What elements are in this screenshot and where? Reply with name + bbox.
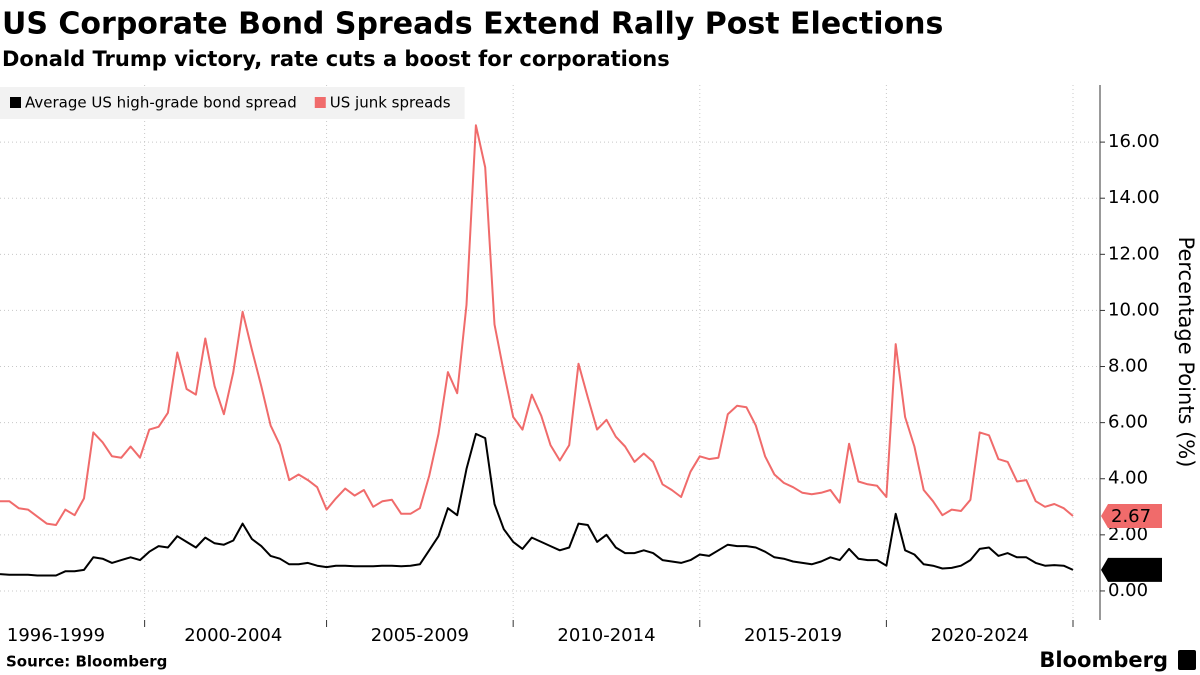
- y-tick-label: 12.00: [1108, 243, 1160, 264]
- legend: Average US high-grade bond spread US junk…: [0, 87, 465, 119]
- source: Source: Bloomberg: [6, 653, 167, 671]
- plot: 0.75 2.67: [0, 124, 1162, 582]
- brand-icon: [1178, 650, 1196, 670]
- chart-subtitle: Donald Trump victory, rate cuts a boost …: [2, 47, 670, 71]
- y-tick-label: 6.00: [1108, 412, 1148, 433]
- x-tick-label: 2005-2009: [371, 625, 469, 646]
- end-label: 0.75: [1111, 560, 1151, 581]
- legend-box: [0, 87, 465, 119]
- x-tick-label: 2000-2004: [184, 625, 282, 646]
- y-tick-label: 16.00: [1108, 131, 1160, 152]
- chart-title: US Corporate Bond Spreads Extend Rally P…: [2, 7, 943, 42]
- end-label-box: [1101, 557, 1162, 582]
- y-tick-label: 4.00: [1108, 468, 1148, 489]
- y-axis-title: Percentage Points (%): [1174, 237, 1198, 468]
- end-label-box: [1101, 504, 1162, 529]
- y-tick-label: 2.00: [1108, 524, 1148, 545]
- x-tick-label: 2015-2019: [744, 625, 842, 646]
- grid: 0.00 2.00 4.00 6.00 8.00 10.00 12.00 14.00 16.00…: [0, 85, 1160, 646]
- y-tick-label: 0.00: [1108, 580, 1148, 601]
- x-tick-label: 2010-2014: [557, 625, 655, 646]
- y-tick-label: 14.00: [1108, 187, 1160, 208]
- y-tick-label: 10.00: [1108, 299, 1160, 320]
- x-tick-label: 2020-2024: [931, 625, 1029, 646]
- series-line: [0, 124, 1074, 526]
- legend-label: Average US high-grade bond spread: [25, 94, 297, 112]
- legend-swatch: [10, 97, 21, 108]
- y-tick-label: 8.00: [1108, 356, 1148, 377]
- x-tick-label: 1996-1999: [7, 625, 105, 646]
- end-label: 2.67: [1111, 506, 1151, 527]
- brand: Bloomberg: [1039, 648, 1168, 672]
- legend-label: US junk spreads: [330, 94, 451, 112]
- legend-swatch: [314, 97, 326, 108]
- series-line: [0, 432, 1074, 577]
